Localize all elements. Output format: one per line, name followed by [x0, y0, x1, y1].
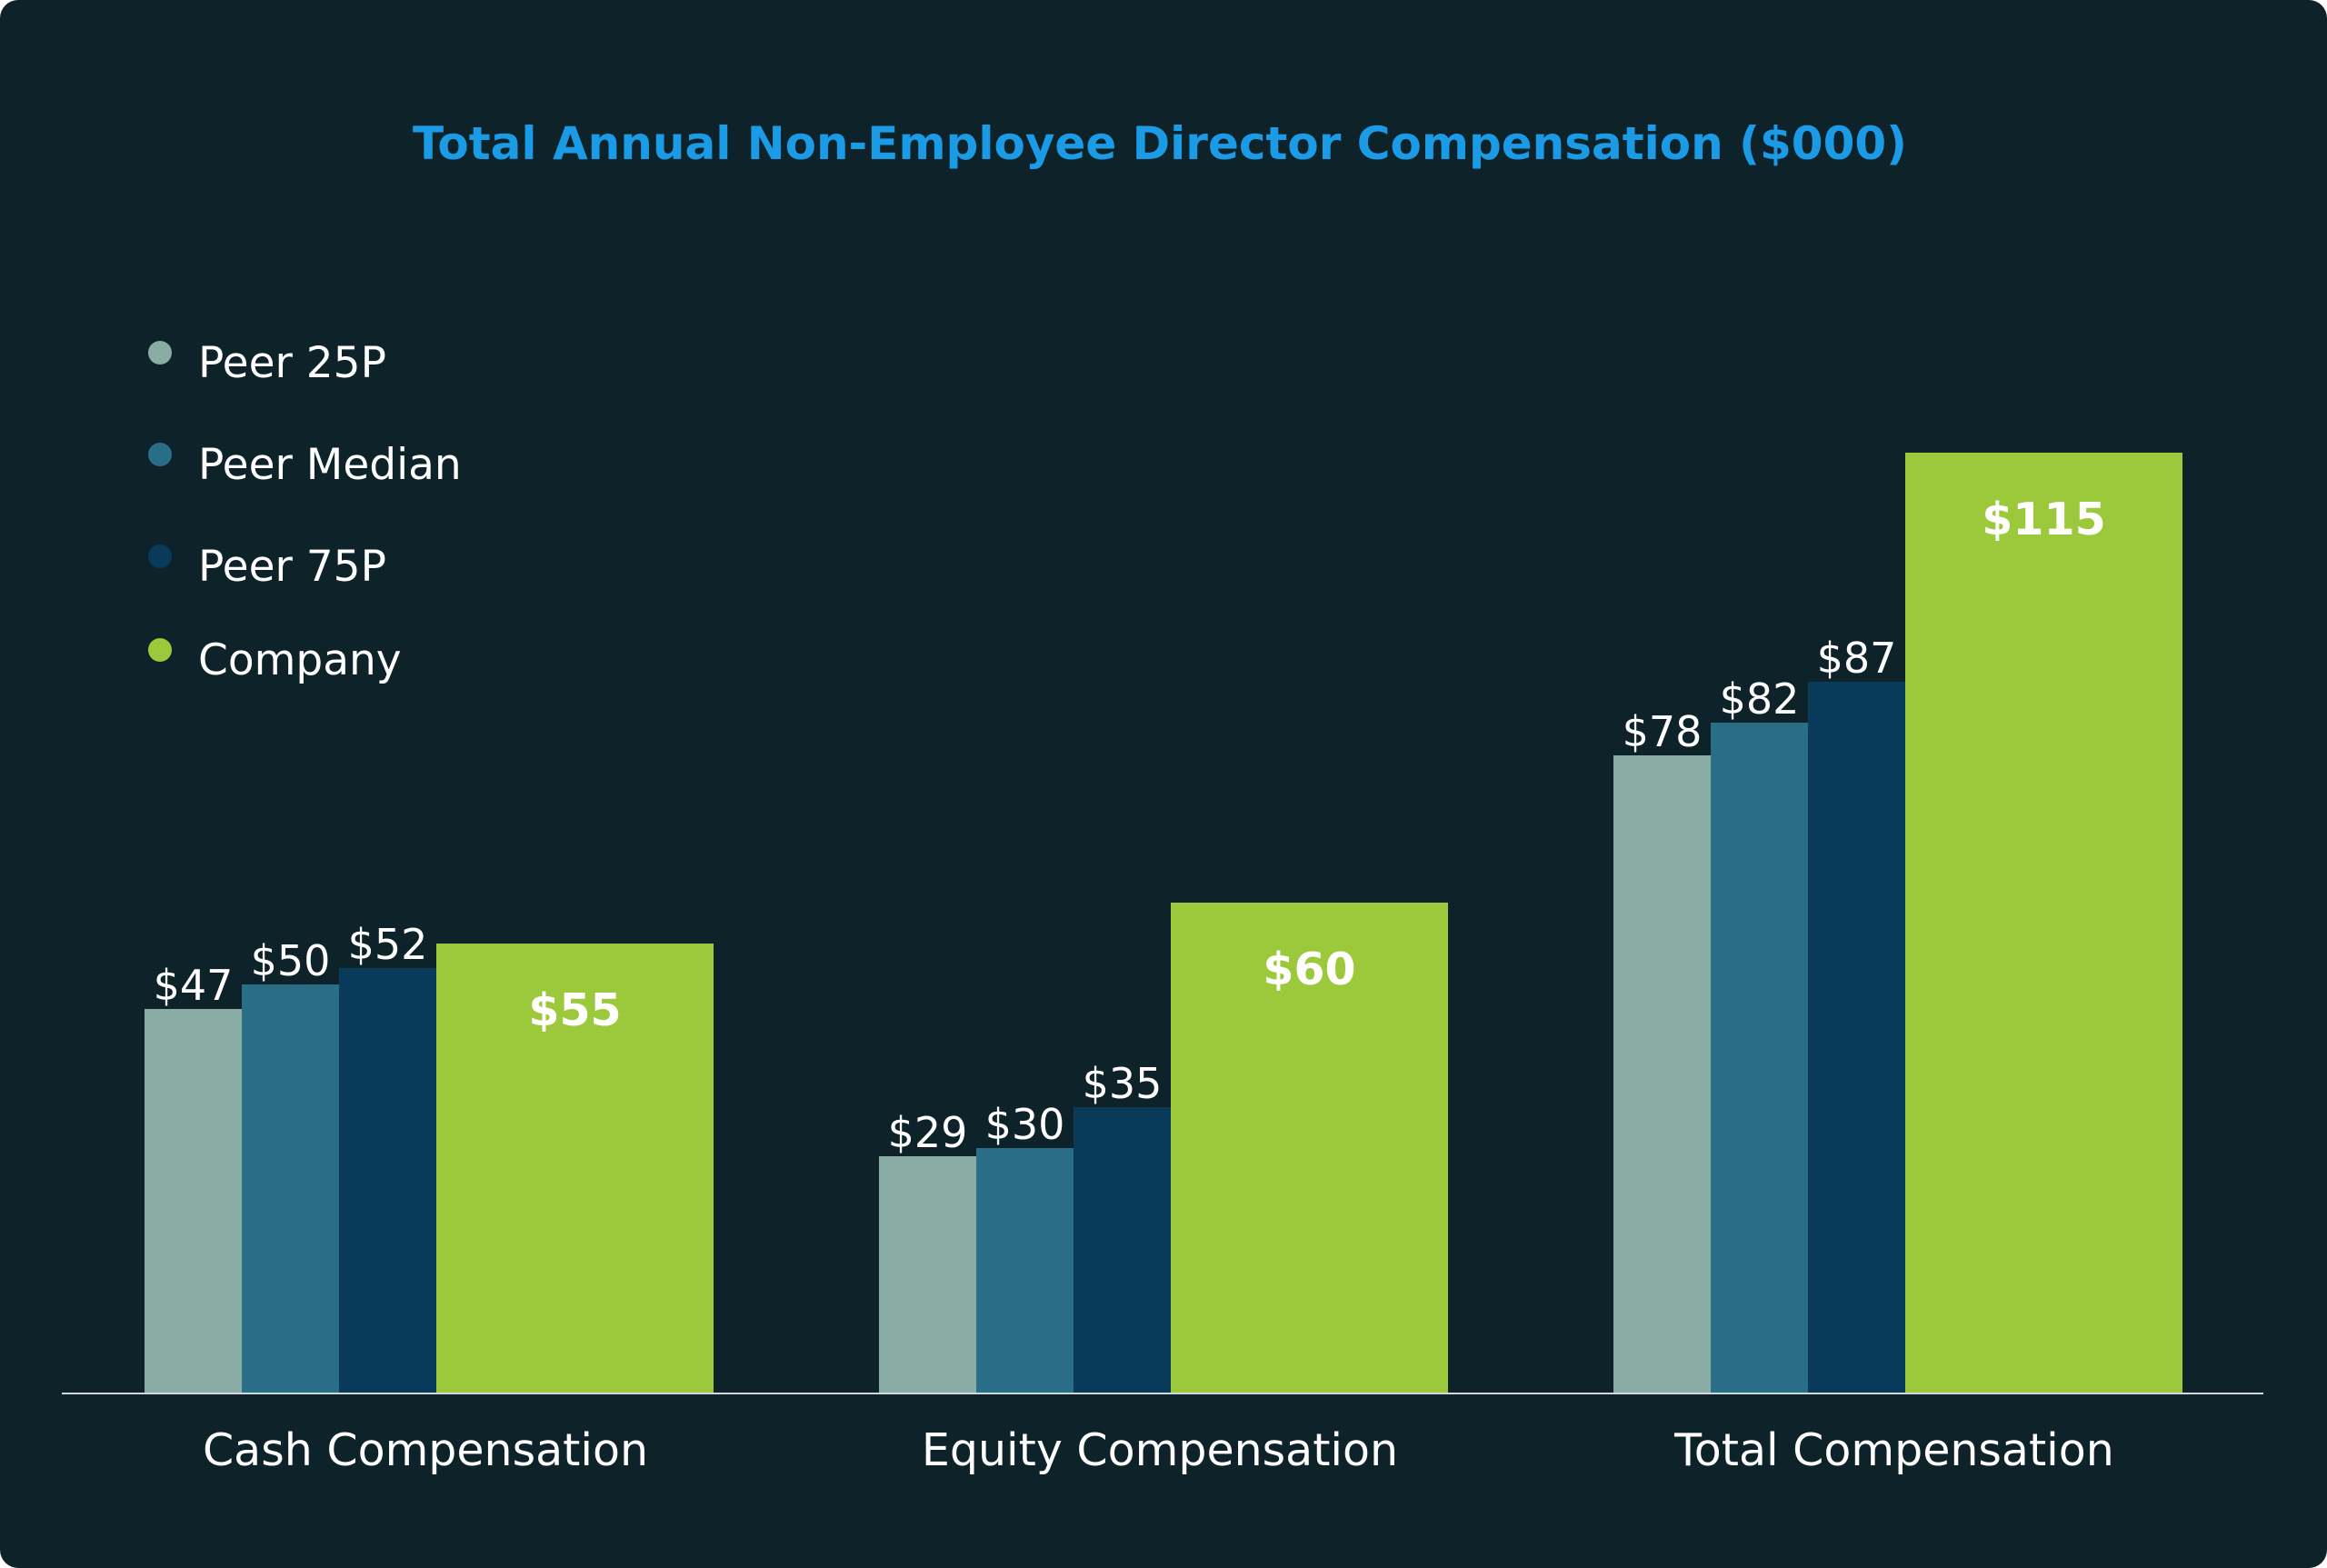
bar-cash-peer-25p — [145, 1009, 242, 1393]
value-label-total-peer-75p: $87 — [1817, 634, 1897, 683]
value-label-cash-company: $55 — [528, 984, 621, 1036]
chart-title: Total Annual Non-Employee Director Compe… — [413, 117, 1907, 170]
legend-label-peer-median: Peer Median — [198, 440, 462, 490]
bar-cash-peer-75p — [339, 968, 436, 1393]
value-label-cash-peer-75p: $52 — [348, 920, 428, 969]
category-label-equity: Equity Compensation — [922, 1424, 1398, 1476]
bar-equity-peer-median — [976, 1148, 1074, 1393]
value-label-equity-peer-25p: $29 — [888, 1108, 968, 1157]
category-label-total: Total Compensation — [1673, 1424, 2114, 1476]
bar-equity-peer-25p — [879, 1156, 976, 1393]
legend-marker-company — [148, 638, 172, 662]
bar-total-peer-median — [1711, 723, 1808, 1393]
value-label-equity-peer-75p: $35 — [1083, 1059, 1163, 1108]
legend-label-peer-75p: Peer 75P — [198, 542, 386, 592]
legend: Peer 25P Peer Median Peer 75P Company — [148, 338, 462, 685]
value-label-total-peer-median: $82 — [1720, 674, 1800, 724]
bar-cash-company — [436, 944, 714, 1393]
legend-item-peer-25p: Peer 25P — [148, 338, 386, 388]
category-labels: Cash Compensation Equity Compensation Tota… — [203, 1424, 2114, 1476]
legend-marker-peer-median — [148, 443, 172, 466]
bar-total-peer-75p — [1808, 682, 1905, 1393]
legend-label-peer-25p: Peer 25P — [198, 338, 386, 388]
value-label-cash-peer-25p: $47 — [154, 961, 234, 1010]
legend-item-company: Company — [148, 635, 402, 685]
legend-item-peer-median: Peer Median — [148, 440, 462, 490]
bar-total-peer-25p — [1613, 755, 1711, 1393]
value-labels: $47 $50 $52 $55 $29 $30 $35 $60 $78 $82 $87 $115 — [154, 494, 2106, 1157]
value-label-total-peer-25p: $78 — [1623, 707, 1703, 756]
bar-total-company — [1905, 453, 2182, 1393]
value-label-cash-peer-median: $50 — [251, 936, 331, 985]
bar-equity-company — [1171, 903, 1448, 1393]
bar-cash-peer-median — [242, 984, 339, 1393]
bars — [145, 453, 2182, 1393]
value-label-equity-peer-median: $30 — [985, 1100, 1065, 1149]
legend-marker-peer-75p — [148, 544, 172, 568]
legend-label-company: Company — [198, 635, 402, 685]
value-label-total-company: $115 — [1982, 494, 2105, 545]
bar-equity-peer-75p — [1074, 1107, 1171, 1393]
legend-item-peer-75p: Peer 75P — [148, 542, 386, 592]
value-label-equity-company: $60 — [1263, 944, 1355, 995]
legend-marker-peer-25p — [148, 341, 172, 365]
category-label-cash: Cash Compensation — [203, 1424, 648, 1476]
